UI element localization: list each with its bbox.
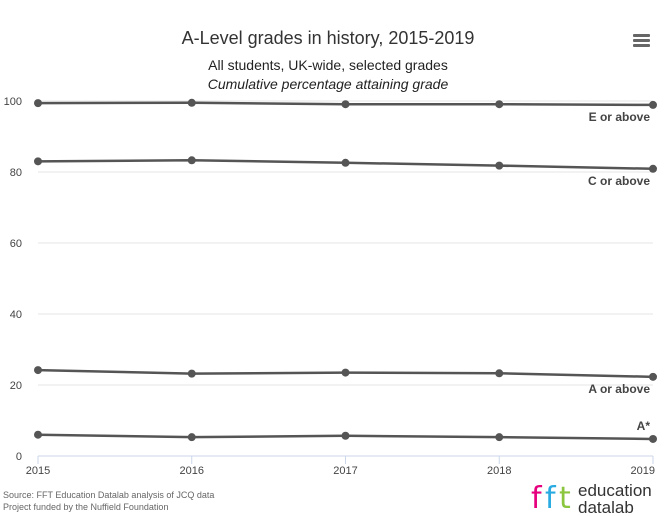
data-point[interactable] xyxy=(187,156,196,165)
funding-note: Project funded by the Nuffield Foundatio… xyxy=(3,502,168,512)
data-point[interactable] xyxy=(34,430,42,439)
series-label: C or above xyxy=(588,174,650,188)
data-point[interactable] xyxy=(495,161,504,170)
gridlines xyxy=(38,100,653,386)
data-point[interactable] xyxy=(495,369,504,378)
series-c-or-above xyxy=(34,156,657,173)
fft-logo-mark: f f t xyxy=(531,481,571,516)
data-point[interactable] xyxy=(341,158,350,167)
y-tick-label: 100 xyxy=(4,96,22,108)
data-point[interactable] xyxy=(34,157,42,166)
y-tick-label: 0 xyxy=(16,451,22,463)
data-point[interactable] xyxy=(34,366,42,375)
data-point[interactable] xyxy=(187,369,196,378)
series-label: A or above xyxy=(588,382,650,396)
y-tick-label: 80 xyxy=(10,167,22,179)
chart-subtitle: All students, UK-wide, selected grades xyxy=(208,57,448,73)
svg-text:f: f xyxy=(545,481,557,516)
data-point[interactable] xyxy=(649,434,657,443)
data-point[interactable] xyxy=(34,99,42,108)
series-a-or-above xyxy=(34,366,657,381)
data-point[interactable] xyxy=(187,98,196,107)
x-tick-label: 2018 xyxy=(487,465,511,477)
series-label: A* xyxy=(637,419,651,433)
svg-text:t: t xyxy=(559,481,571,516)
data-point[interactable] xyxy=(341,431,350,440)
y-axis-ticks: 0 20 40 60 80 100 xyxy=(4,96,22,463)
x-tick-label: 2017 xyxy=(333,465,357,477)
education-datalab-logo: f f t education datalab xyxy=(531,481,652,516)
x-axis: 2015 2016 2017 2018 2019 xyxy=(26,455,655,477)
y-tick-label: 60 xyxy=(10,238,22,250)
data-point[interactable] xyxy=(495,433,504,442)
series-lines xyxy=(34,98,657,443)
x-tick-label: 2015 xyxy=(26,465,50,477)
series-label: E or above xyxy=(589,110,651,124)
series-a xyxy=(34,430,657,443)
chart-subtitle-italic: Cumulative percentage attaining grade xyxy=(208,76,449,92)
svg-text:f: f xyxy=(531,481,543,516)
x-tick-label: 2016 xyxy=(180,465,204,477)
data-point[interactable] xyxy=(495,100,504,109)
source-note: Source: FFT Education Datalab analysis o… xyxy=(3,490,214,500)
series-e-or-above xyxy=(34,98,657,109)
data-point[interactable] xyxy=(649,164,657,173)
logo-word-education: education xyxy=(578,481,652,500)
hamburger-menu-icon[interactable] xyxy=(626,28,652,52)
y-tick-label: 40 xyxy=(10,309,22,321)
data-point[interactable] xyxy=(649,100,657,109)
x-tick-label: 2019 xyxy=(631,465,655,477)
data-point[interactable] xyxy=(649,372,657,381)
series-labels: E or above C or above A or above A* xyxy=(588,110,650,433)
y-tick-label: 20 xyxy=(10,380,22,392)
data-point[interactable] xyxy=(341,368,350,377)
chart-title: A-Level grades in history, 2015-2019 xyxy=(182,28,475,48)
data-point[interactable] xyxy=(341,100,350,109)
data-point[interactable] xyxy=(187,433,196,442)
logo-word-datalab: datalab xyxy=(578,498,634,516)
